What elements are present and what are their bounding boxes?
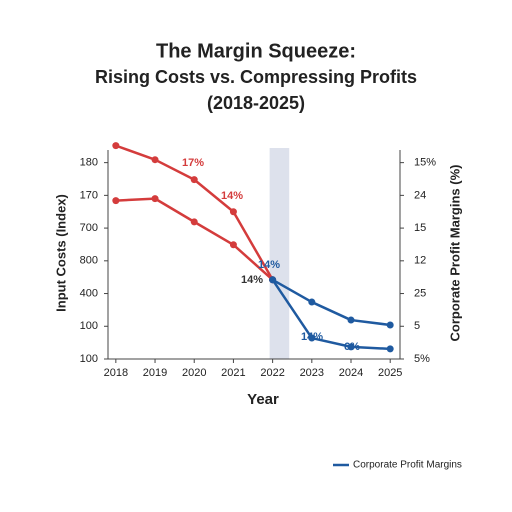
y-axis-label: Input Costs (Index) — [53, 194, 68, 312]
annotation: 14% — [258, 259, 280, 271]
point — [386, 345, 394, 353]
point — [347, 343, 355, 351]
point — [151, 195, 159, 203]
point — [190, 176, 198, 184]
y-tick-label: 400 — [80, 287, 98, 299]
point — [347, 316, 355, 324]
point — [308, 334, 316, 342]
y-tick-label: 170 — [80, 189, 98, 201]
x-tick-label: 2023 — [300, 367, 324, 379]
point — [269, 276, 277, 284]
y-tick-label: 180 — [80, 157, 98, 169]
annotation: 6% — [344, 341, 360, 353]
point — [308, 298, 316, 306]
annotation: 14% — [221, 190, 243, 202]
chart-title: Rising Costs vs. Compressing Profits — [95, 67, 417, 87]
point — [112, 142, 120, 150]
y2-tick-label: 24 — [414, 189, 426, 201]
y-tick-label: 800 — [80, 255, 98, 267]
series-line — [271, 278, 391, 327]
legend-label: Corporate Profit Margins — [353, 460, 462, 471]
x-axis-label: Year — [247, 391, 279, 408]
annotation: 14% — [241, 274, 263, 286]
y2-tick-label: 5% — [414, 353, 430, 365]
x-tick-label: 2019 — [143, 367, 167, 379]
x-tick-label: 2020 — [182, 367, 206, 379]
y-tick-label: 700 — [80, 222, 98, 234]
x-tick-label: 2025 — [378, 367, 402, 379]
point — [229, 208, 237, 216]
chart-title: (2018-2025) — [207, 93, 305, 113]
annotation: 14% — [301, 331, 323, 343]
y2-tick-label: 25 — [414, 287, 426, 299]
y2-axis-label: Corporate Profit Margins (%) — [447, 165, 462, 342]
annotation: 17% — [182, 157, 204, 169]
y2-tick-label: 15% — [414, 157, 436, 169]
y2-tick-label: 12 — [414, 255, 426, 267]
y2-tick-label: 15 — [414, 222, 426, 234]
chart-title: The Margin Squeeze: — [156, 40, 356, 62]
point — [112, 197, 120, 205]
point — [386, 321, 394, 329]
series-line — [271, 279, 391, 351]
y2-tick-label: 5 — [414, 320, 420, 332]
x-tick-label: 2022 — [260, 367, 284, 379]
y-tick-label: 100 — [80, 353, 98, 365]
point — [151, 156, 159, 164]
highlight-band — [269, 148, 290, 359]
point — [190, 218, 198, 226]
x-tick-label: 2018 — [104, 367, 128, 379]
point — [229, 241, 237, 249]
x-tick-label: 2024 — [339, 367, 363, 379]
y-tick-label: 100 — [80, 320, 98, 332]
x-tick-label: 2021 — [221, 367, 245, 379]
